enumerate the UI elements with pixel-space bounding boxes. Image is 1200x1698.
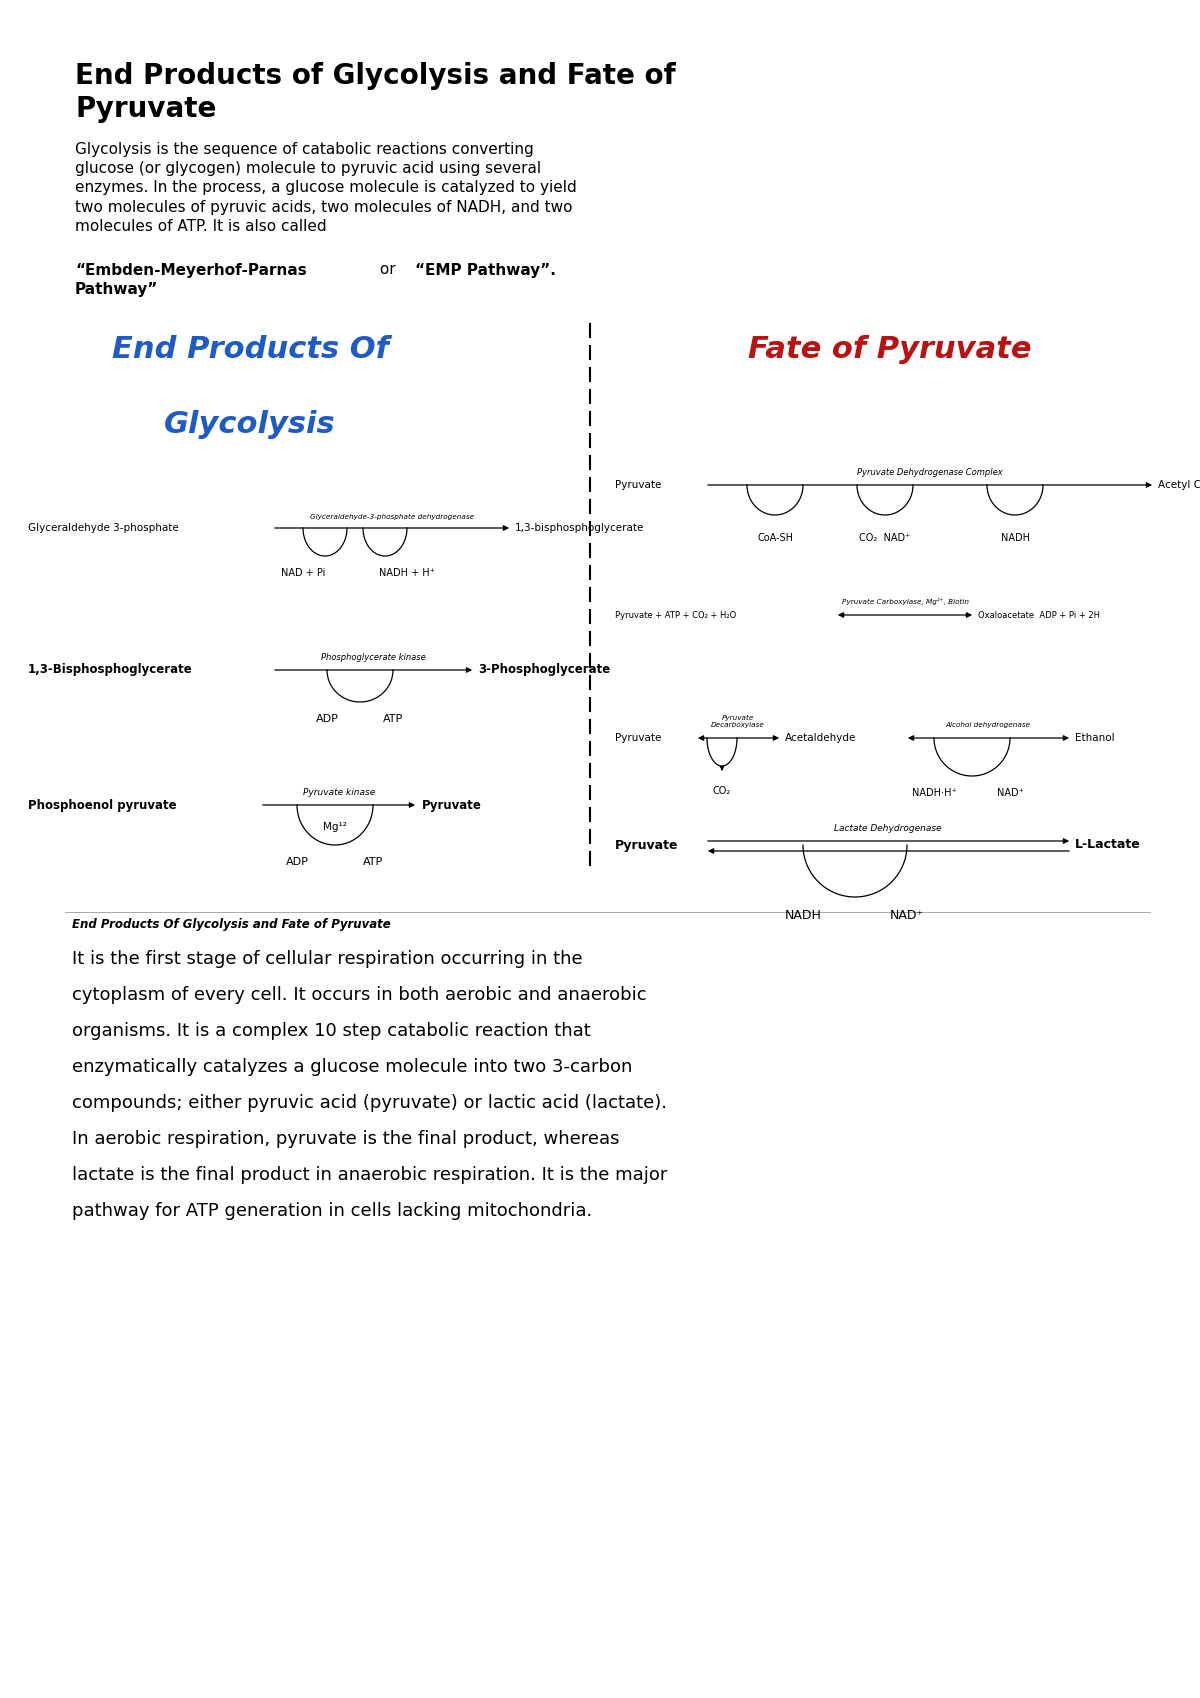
Text: ADP: ADP: [286, 857, 308, 868]
Text: Pyruvate: Pyruvate: [616, 481, 661, 491]
Text: ATP: ATP: [362, 857, 383, 868]
Text: cytoplasm of every cell. It occurs in both aerobic and anaerobic: cytoplasm of every cell. It occurs in bo…: [72, 987, 647, 1004]
Text: 1,3-bisphosphoglycerate: 1,3-bisphosphoglycerate: [515, 523, 644, 533]
Text: pathway for ATP generation in cells lacking mitochondria.: pathway for ATP generation in cells lack…: [72, 1202, 593, 1219]
Text: L-Lactate: L-Lactate: [1075, 839, 1141, 851]
Text: NADH: NADH: [785, 908, 822, 922]
Text: 3-Phosphoglycerate: 3-Phosphoglycerate: [478, 664, 611, 676]
Text: NADH⋅H⁺: NADH⋅H⁺: [912, 788, 956, 798]
Text: Glyceraldehyde-3-phosphate dehydrogenase: Glyceraldehyde-3-phosphate dehydrogenase: [310, 514, 474, 520]
Text: compounds; either pyruvic acid (pyruvate) or lactic acid (lactate).: compounds; either pyruvic acid (pyruvate…: [72, 1094, 667, 1112]
Text: NAD + Pi: NAD + Pi: [281, 569, 325, 577]
Text: Alcohol dehydrogenase: Alcohol dehydrogenase: [946, 722, 1031, 728]
Text: organisms. It is a complex 10 step catabolic reaction that: organisms. It is a complex 10 step catab…: [72, 1022, 590, 1039]
Text: Fate of Pyruvate: Fate of Pyruvate: [749, 335, 1032, 363]
Text: “EMP Pathway”.: “EMP Pathway”.: [415, 263, 556, 277]
Text: Pyruvate: Pyruvate: [616, 839, 678, 851]
Text: End Products Of Glycolysis and Fate of Pyruvate: End Products Of Glycolysis and Fate of P…: [72, 919, 391, 931]
Text: lactate is the final product in anaerobic respiration. It is the major: lactate is the final product in anaerobi…: [72, 1167, 667, 1184]
Text: Glycolysis is the sequence of catabolic reactions converting
glucose (or glycoge: Glycolysis is the sequence of catabolic …: [74, 143, 577, 234]
Text: Phosphoglycerate kinase: Phosphoglycerate kinase: [322, 654, 426, 662]
Text: Mg¹²: Mg¹²: [323, 822, 347, 832]
Text: End Products of Glycolysis and Fate of: End Products of Glycolysis and Fate of: [74, 63, 676, 90]
Text: enzymatically catalyzes a glucose molecule into two 3-carbon: enzymatically catalyzes a glucose molecu…: [72, 1058, 632, 1077]
Text: “Embden-Meyerhof-Parnas
Pathway”: “Embden-Meyerhof-Parnas Pathway”: [74, 263, 307, 297]
Text: or: or: [374, 263, 401, 277]
Text: Acetaldehyde: Acetaldehyde: [785, 734, 857, 744]
Text: ATP: ATP: [383, 713, 403, 723]
Text: Glyceraldehyde 3-phosphate: Glyceraldehyde 3-phosphate: [28, 523, 179, 533]
Text: ADP: ADP: [316, 713, 338, 723]
Text: Pyruvate Dehydrogenase Complex: Pyruvate Dehydrogenase Complex: [857, 469, 1003, 477]
Text: Oxaloacetate  ADP + Pi + 2H: Oxaloacetate ADP + Pi + 2H: [978, 611, 1100, 620]
Text: CO₂  NAD⁺: CO₂ NAD⁺: [859, 533, 911, 543]
Text: Pyruvate: Pyruvate: [74, 95, 216, 122]
Text: It is the first stage of cellular respiration occurring in the: It is the first stage of cellular respir…: [72, 949, 583, 968]
Text: Pyruvate Carboxylase, Mg²⁺, Biotin: Pyruvate Carboxylase, Mg²⁺, Biotin: [841, 598, 968, 604]
Text: End Products Of: End Products Of: [112, 335, 389, 363]
Text: Pyruvate: Pyruvate: [422, 798, 482, 812]
Text: Glycolysis: Glycolysis: [164, 409, 336, 440]
Text: CoA-SH: CoA-SH: [757, 533, 793, 543]
Text: Ethanol: Ethanol: [1075, 734, 1115, 744]
Text: Phosphoenol pyruvate: Phosphoenol pyruvate: [28, 798, 176, 812]
Text: NADH: NADH: [1001, 533, 1030, 543]
Text: NAD⁺: NAD⁺: [890, 908, 924, 922]
Text: NAD⁺: NAD⁺: [996, 788, 1024, 798]
Text: CO₂: CO₂: [713, 786, 731, 796]
Text: Lactate Dehydrogenase: Lactate Dehydrogenase: [834, 824, 942, 834]
Text: Pyruvate: Pyruvate: [616, 734, 661, 744]
Text: NADH + H⁺: NADH + H⁺: [379, 569, 434, 577]
Text: Pyruvate
Decarboxylase: Pyruvate Decarboxylase: [712, 715, 764, 728]
Text: In aerobic respiration, pyruvate is the final product, whereas: In aerobic respiration, pyruvate is the …: [72, 1129, 619, 1148]
Text: Acetyl CoA: Acetyl CoA: [1158, 481, 1200, 491]
Text: Pyruvate kinase: Pyruvate kinase: [302, 788, 376, 796]
Text: Pyruvate + ATP + CO₂ + H₂O: Pyruvate + ATP + CO₂ + H₂O: [616, 611, 737, 620]
Text: 1,3-Bisphosphoglycerate: 1,3-Bisphosphoglycerate: [28, 664, 193, 676]
